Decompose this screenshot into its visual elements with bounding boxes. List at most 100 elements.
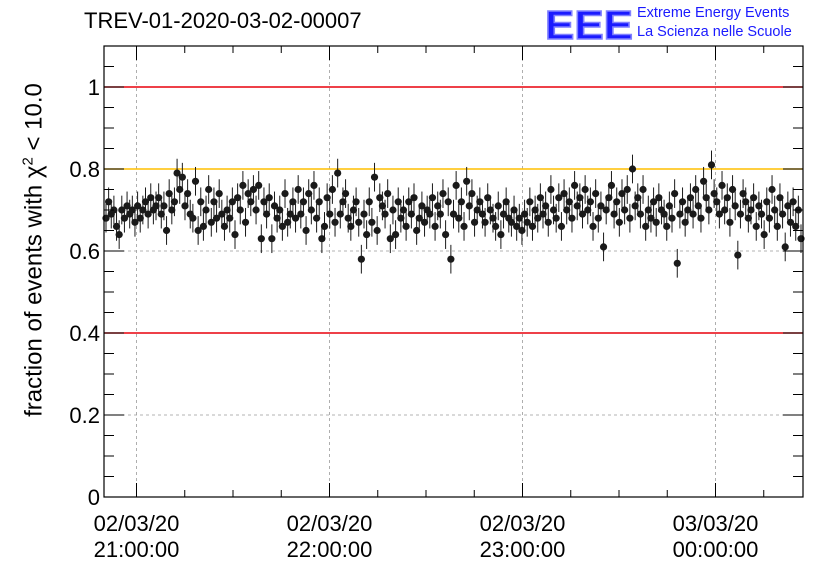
- data-point: [355, 218, 363, 226]
- data-point: [215, 190, 223, 198]
- y-tick-label: 0.8: [69, 157, 100, 182]
- data-point: [584, 206, 592, 214]
- data-point: [468, 190, 476, 198]
- data-point: [452, 181, 460, 189]
- data-point: [689, 210, 697, 218]
- data-point: [373, 226, 381, 235]
- data-point: [731, 202, 739, 210]
- data-point: [668, 214, 676, 222]
- data-point: [331, 218, 339, 226]
- data-point: [442, 231, 450, 239]
- data-point: [165, 190, 173, 198]
- data-point: [273, 214, 281, 222]
- data-point: [136, 214, 144, 222]
- data-point: [152, 202, 160, 210]
- data-point: [642, 222, 650, 230]
- plot-frame: [103, 45, 804, 498]
- data-point: [660, 210, 668, 218]
- data-point: [639, 185, 647, 194]
- axis-tick-labels: 02/03/2021:00:0002/03/2022:00:0002/03/20…: [69, 75, 758, 562]
- data-point: [678, 198, 687, 206]
- data-point: [365, 198, 373, 206]
- data-point: [315, 198, 323, 206]
- data-point: [239, 181, 247, 189]
- data-point: [381, 210, 389, 218]
- data-point: [752, 222, 760, 230]
- data-point: [565, 198, 573, 206]
- data-point: [684, 206, 692, 214]
- data-point: [715, 210, 723, 218]
- data-point: [555, 194, 563, 202]
- data-point: [573, 202, 581, 210]
- y-tick-label: 1: [88, 75, 100, 100]
- data-point: [389, 206, 397, 214]
- data-point: [323, 194, 331, 202]
- data-point: [431, 222, 439, 230]
- y-tick-label: 0.2: [69, 403, 100, 428]
- data-point: [144, 210, 152, 218]
- data-point: [218, 210, 226, 218]
- data-point: [249, 185, 258, 194]
- data-point: [607, 181, 616, 189]
- data-point: [694, 202, 702, 210]
- data-point: [436, 210, 444, 218]
- data-point: [205, 185, 213, 194]
- data-point: [444, 198, 452, 206]
- data-point: [634, 194, 642, 202]
- data-point: [418, 202, 426, 210]
- data-point: [397, 214, 405, 222]
- data-point: [360, 210, 368, 218]
- data-point: [294, 185, 302, 194]
- data-point: [455, 214, 463, 222]
- data-point: [349, 206, 358, 214]
- data-point: [718, 181, 726, 189]
- data-point: [302, 226, 310, 235]
- data-point: [341, 190, 350, 198]
- y-tick-label: 0.4: [69, 321, 100, 346]
- data-point: [139, 206, 147, 214]
- data-point: [594, 214, 602, 222]
- data-point: [728, 185, 737, 194]
- data-point: [236, 206, 244, 214]
- data-point: [721, 206, 729, 214]
- data-point: [702, 194, 710, 202]
- data-point: [241, 218, 250, 226]
- data-point: [189, 214, 197, 222]
- data-point: [307, 206, 315, 214]
- data-point: [194, 226, 202, 235]
- data-point: [434, 202, 442, 210]
- data-point: [181, 202, 189, 210]
- data-point: [112, 222, 121, 230]
- logo-line-1: Extreme Energy Events: [637, 5, 790, 21]
- data-point: [523, 218, 531, 226]
- data-point: [781, 243, 789, 251]
- data-point: [568, 214, 576, 222]
- data-point: [742, 198, 750, 206]
- data-point: [784, 202, 792, 210]
- data-point: [649, 198, 658, 206]
- data-point: [699, 177, 708, 185]
- data-point: [115, 231, 123, 239]
- data-point: [394, 198, 402, 206]
- y-axis-label: fraction of events with χ2 < 10.0: [20, 30, 49, 470]
- data-point: [118, 206, 126, 214]
- data-point: [428, 194, 437, 202]
- data-point: [449, 210, 458, 218]
- data-point: [244, 190, 252, 198]
- data-point: [526, 198, 534, 206]
- data-point: [602, 206, 610, 214]
- data-point: [228, 198, 236, 206]
- data-point: [268, 235, 276, 243]
- data-point: [592, 190, 600, 198]
- x-tick-label-time: 22:00:00: [287, 537, 373, 562]
- data-point: [507, 218, 516, 226]
- data-point: [157, 210, 165, 218]
- data-point: [489, 214, 497, 222]
- data-point: [363, 231, 371, 239]
- data-point: [734, 251, 742, 259]
- data-point: [199, 222, 208, 230]
- data-point: [162, 226, 171, 235]
- data-point: [173, 169, 181, 177]
- data-point: [160, 202, 168, 210]
- data-point: [391, 231, 400, 239]
